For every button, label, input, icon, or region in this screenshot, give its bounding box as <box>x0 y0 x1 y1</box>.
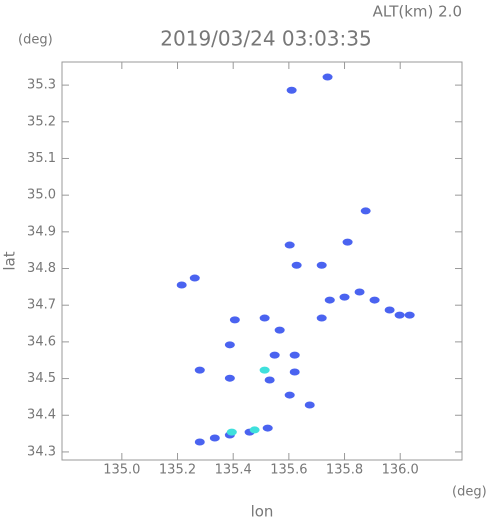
y-tick-label: 34.7 <box>27 298 56 313</box>
y-tick-label: 35.3 <box>27 78 56 93</box>
echo <box>226 428 237 436</box>
y-tick-label: 34.4 <box>27 408 56 423</box>
y-tick-label: 35.2 <box>27 114 56 129</box>
echo <box>360 207 371 215</box>
echo <box>316 314 327 322</box>
echo <box>176 281 187 289</box>
echo <box>304 401 315 409</box>
echo <box>316 261 327 269</box>
y-tick-label: 34.8 <box>27 261 56 276</box>
y-tick-label: 35.0 <box>27 188 56 203</box>
echo <box>264 376 275 384</box>
echo <box>284 241 295 249</box>
echo <box>404 311 415 319</box>
echo <box>289 351 300 359</box>
plot-frame <box>61 61 463 461</box>
echo <box>189 274 200 282</box>
echo <box>384 306 395 314</box>
echo <box>289 368 300 376</box>
echo <box>342 238 353 246</box>
echo <box>394 311 405 319</box>
x-tick-label: 136.0 <box>382 463 419 478</box>
y-tick-label: 34.5 <box>27 371 56 386</box>
echo <box>194 366 205 374</box>
echo <box>339 293 350 301</box>
echo <box>259 366 270 374</box>
echo <box>322 73 333 81</box>
x-tick-label: 135.6 <box>270 463 307 478</box>
echo <box>259 314 270 322</box>
echo <box>209 434 220 442</box>
echo <box>224 374 235 382</box>
altitude-label: ALT(km) 2.0 <box>373 3 462 21</box>
echo <box>354 288 365 296</box>
x-tick-label: 135.0 <box>103 463 140 478</box>
x-axis-label: lon <box>251 503 274 521</box>
y-tick-label: 34.6 <box>27 334 56 349</box>
echo <box>229 316 240 324</box>
y-tick-label: 34.9 <box>27 224 56 239</box>
echo <box>249 426 260 434</box>
echo <box>194 438 205 446</box>
echo <box>274 326 285 334</box>
echo <box>369 296 380 304</box>
echo <box>291 261 302 269</box>
y-axis-label: lat <box>1 251 19 270</box>
chart-title: 2019/03/24 03:03:35 <box>160 27 371 51</box>
y-unit: (deg) <box>18 33 53 48</box>
echo <box>324 296 335 304</box>
echo <box>286 86 297 94</box>
y-tick-label: 35.1 <box>27 151 56 166</box>
echo <box>284 391 295 399</box>
echo <box>262 424 273 432</box>
x-tick-label: 135.8 <box>326 463 363 478</box>
echo <box>224 341 235 349</box>
x-unit: (deg) <box>452 485 487 500</box>
echo <box>269 351 280 359</box>
x-tick-label: 135.4 <box>215 463 252 478</box>
x-tick-label: 135.2 <box>159 463 196 478</box>
y-tick-label: 34.3 <box>27 444 56 459</box>
